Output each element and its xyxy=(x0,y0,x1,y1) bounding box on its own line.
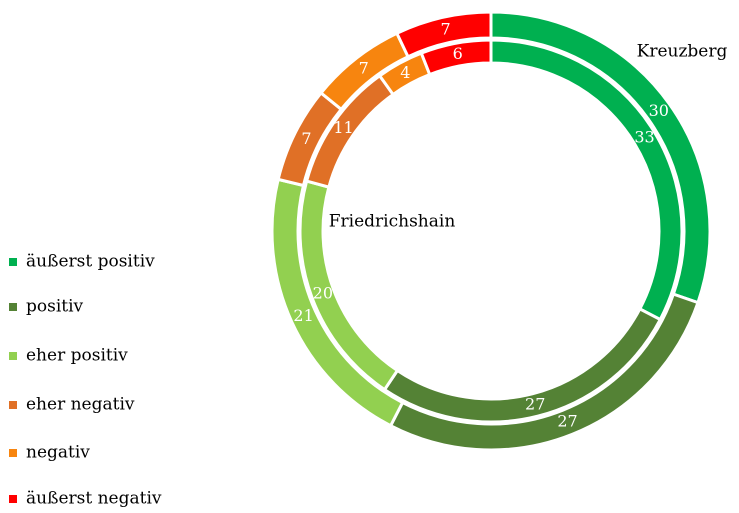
data-label: 6 xyxy=(453,44,463,63)
data-label: 7 xyxy=(441,20,451,39)
series-label: Friedrichshain xyxy=(329,212,456,232)
data-label: 7 xyxy=(301,129,311,148)
data-label: 30 xyxy=(649,101,669,120)
donut-segment xyxy=(419,38,493,77)
legend-swatch xyxy=(9,352,17,360)
legend-label: eher positiv xyxy=(26,346,128,366)
legend-label: negativ xyxy=(26,443,90,463)
legend-swatch xyxy=(9,495,17,503)
series-label: Kreuzberg xyxy=(637,42,728,62)
donut-segment xyxy=(394,10,493,59)
data-label: 7 xyxy=(359,59,369,78)
legend-label: positiv xyxy=(26,297,84,317)
data-label: 27 xyxy=(525,394,545,413)
data-label: 11 xyxy=(333,118,353,137)
data-label: 33 xyxy=(634,128,654,147)
data-label: 21 xyxy=(293,306,313,325)
data-label: 27 xyxy=(557,412,577,431)
data-label: 4 xyxy=(400,63,410,82)
legend-swatch xyxy=(9,449,17,457)
data-label: 20 xyxy=(313,283,333,302)
legend-swatch xyxy=(9,401,17,409)
legend-label: eher negativ xyxy=(26,395,135,415)
legend-label: äußerst positiv xyxy=(26,252,155,272)
legend-swatch xyxy=(9,303,17,311)
legend-swatch xyxy=(9,258,17,266)
legend-label: äußerst negativ xyxy=(26,489,162,509)
